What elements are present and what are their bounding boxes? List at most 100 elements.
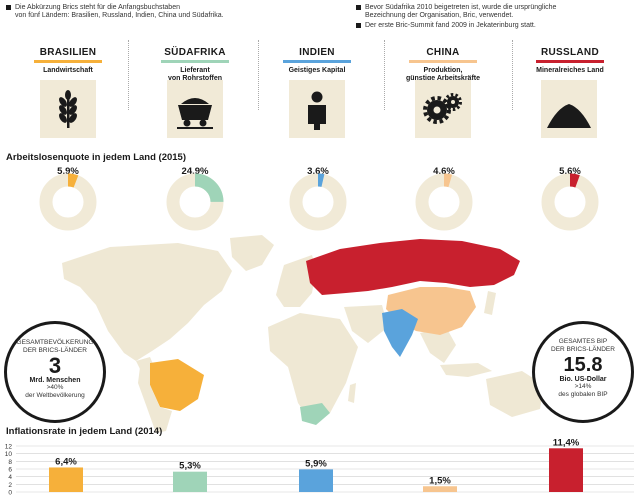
southeast-asia-shape bbox=[420, 327, 456, 363]
country-header-china: CHINA Produktion, günstige Arbeitskräfte bbox=[393, 47, 493, 83]
bar-value-label: 5,9% bbox=[305, 458, 327, 469]
country-color-bar bbox=[409, 60, 477, 63]
bar bbox=[423, 486, 457, 492]
population-foot: der Weltbevölkerung bbox=[25, 392, 85, 399]
mine-cart-icon bbox=[167, 80, 223, 138]
bar-value-label: 5,3% bbox=[179, 461, 201, 472]
indonesia-shape bbox=[440, 363, 492, 377]
country-color-bar bbox=[283, 60, 351, 63]
donut-label: 3,6% bbox=[307, 166, 329, 177]
bar bbox=[49, 467, 83, 492]
europe-shape bbox=[276, 255, 316, 307]
separator bbox=[384, 40, 385, 110]
summit-note-line: Der erste Bric-Summit fand 2009 in Jekat… bbox=[365, 22, 536, 29]
separator bbox=[128, 40, 129, 110]
bar-value-label: 1,5% bbox=[429, 475, 451, 486]
gdp-unit: Bio. US-Dollar bbox=[559, 376, 607, 383]
africa-shape bbox=[268, 313, 358, 423]
russia-shape bbox=[306, 239, 520, 295]
country-header-indien: INDIEN Geistiges Kapital bbox=[267, 47, 367, 75]
unemployment-title: Arbeitslosenquote in jedem Land (2015) bbox=[6, 152, 187, 163]
south-america-rest-shape bbox=[138, 363, 172, 433]
south-africa-shape bbox=[300, 403, 330, 425]
donut-label: 4,6% bbox=[433, 166, 455, 177]
madagascar-shape bbox=[348, 383, 356, 403]
y-tick-label: 8 bbox=[8, 459, 12, 466]
country-name: BRASILIEN bbox=[39, 47, 97, 58]
brazil-shape bbox=[150, 359, 204, 411]
population-badge: GESAMTBEVÖLKERUNG DER BRICS-LÄNDER 3 Mrd… bbox=[4, 321, 106, 423]
y-tick-label: 4 bbox=[8, 474, 12, 481]
north-america-shape bbox=[62, 243, 232, 361]
population-head: DER BRICS-LÄNDER bbox=[23, 347, 87, 354]
gdp-value: 15.8 bbox=[563, 354, 603, 376]
donut-track bbox=[541, 173, 599, 231]
donut-segment bbox=[317, 173, 325, 187]
country-name: RUSSLAND bbox=[541, 47, 599, 58]
country-desc: günstige Arbeitskräfte bbox=[405, 75, 481, 82]
gears-icon bbox=[415, 80, 471, 138]
history-note-line: Bevor Südafrika 2010 beigetreten ist, wu… bbox=[365, 4, 557, 11]
donut-segment bbox=[443, 173, 453, 188]
india-shape bbox=[382, 309, 418, 357]
population-foot: >40% bbox=[46, 384, 64, 391]
country-desc: Produktion, bbox=[423, 67, 463, 74]
population-unit: Mrd. Menschen bbox=[29, 377, 81, 384]
japan-shape bbox=[484, 291, 496, 315]
intro-note: Die Abkürzung Brics steht für die Anfang… bbox=[6, 4, 224, 20]
summit-note: Der erste Bric-Summit fand 2009 in Jekat… bbox=[356, 22, 536, 30]
wheat-icon bbox=[40, 80, 96, 138]
australia-shape bbox=[486, 371, 544, 417]
donut-label: 24,9% bbox=[182, 166, 209, 177]
greenland-shape bbox=[230, 235, 274, 271]
country-name: SÜDAFRIKA bbox=[164, 47, 226, 58]
intro-note-line: von fünf Ländern: Brasilien, Russland, I… bbox=[15, 12, 224, 19]
history-note-line: Bezeichnung der Organisation, Bric, verw… bbox=[365, 12, 514, 19]
bullet-icon bbox=[6, 4, 11, 10]
y-tick-label: 2 bbox=[8, 482, 12, 489]
country-name: CHINA bbox=[426, 47, 460, 58]
bar bbox=[549, 448, 583, 492]
bullet-icon bbox=[356, 4, 361, 10]
donut-track bbox=[289, 173, 347, 231]
bar bbox=[173, 471, 207, 492]
gdp-head: GESAMTES BIP bbox=[558, 338, 608, 345]
bullet-icon bbox=[356, 22, 361, 28]
y-tick-label: 10 bbox=[5, 451, 13, 458]
separator bbox=[512, 40, 513, 110]
donut-track bbox=[39, 173, 97, 231]
y-tick-label: 12 bbox=[5, 444, 13, 451]
donut-label: 5,9% bbox=[57, 166, 79, 177]
world-map bbox=[62, 235, 544, 433]
gdp-foot: >14% bbox=[574, 383, 592, 390]
person-icon bbox=[289, 80, 345, 138]
donut-label: 5,6% bbox=[559, 166, 581, 177]
unemployment-donut-chart: 5,9% 24,9% 3,6% 4,6% 5,6% bbox=[39, 166, 599, 231]
donut-segment bbox=[569, 173, 580, 188]
bar-value-label: 11,4% bbox=[553, 437, 580, 448]
population-value: 3 bbox=[48, 353, 62, 378]
history-note: Bevor Südafrika 2010 beigetreten ist, wu… bbox=[356, 4, 556, 20]
bar-value-label: 6,4% bbox=[55, 456, 77, 467]
donut-segment bbox=[194, 173, 224, 203]
middle-east-shape bbox=[344, 305, 388, 343]
donut-segment bbox=[67, 173, 79, 188]
gdp-badge: GESAMTES BIP DER BRICS-LÄNDER 15.8 Bio. … bbox=[532, 321, 634, 423]
country-desc: Mineralreiches Land bbox=[536, 67, 604, 74]
country-header-brasilien: BRASILIEN Landwirtschaft bbox=[18, 47, 118, 75]
country-header-russland: RUSSLAND Mineralreiches Land bbox=[520, 47, 620, 75]
country-color-bar bbox=[161, 60, 229, 63]
y-tick-label: 0 bbox=[8, 490, 12, 497]
mountain-icon bbox=[541, 80, 597, 138]
separator bbox=[258, 40, 259, 110]
country-desc: von Rohrstoffen bbox=[167, 75, 223, 82]
intro-note-line: Die Abkürzung Brics steht für die Anfang… bbox=[15, 4, 180, 11]
bar bbox=[299, 469, 333, 492]
gdp-foot: des globalen BIP bbox=[558, 391, 608, 398]
country-desc: Lieferant bbox=[180, 67, 210, 74]
country-desc: Landwirtschaft bbox=[43, 67, 93, 74]
country-header-suedafrika: SÜDAFRIKA Lieferant von Rohrstoffen bbox=[145, 47, 245, 83]
gdp-head: DER BRICS-LÄNDER bbox=[551, 346, 615, 353]
country-color-bar bbox=[536, 60, 604, 63]
